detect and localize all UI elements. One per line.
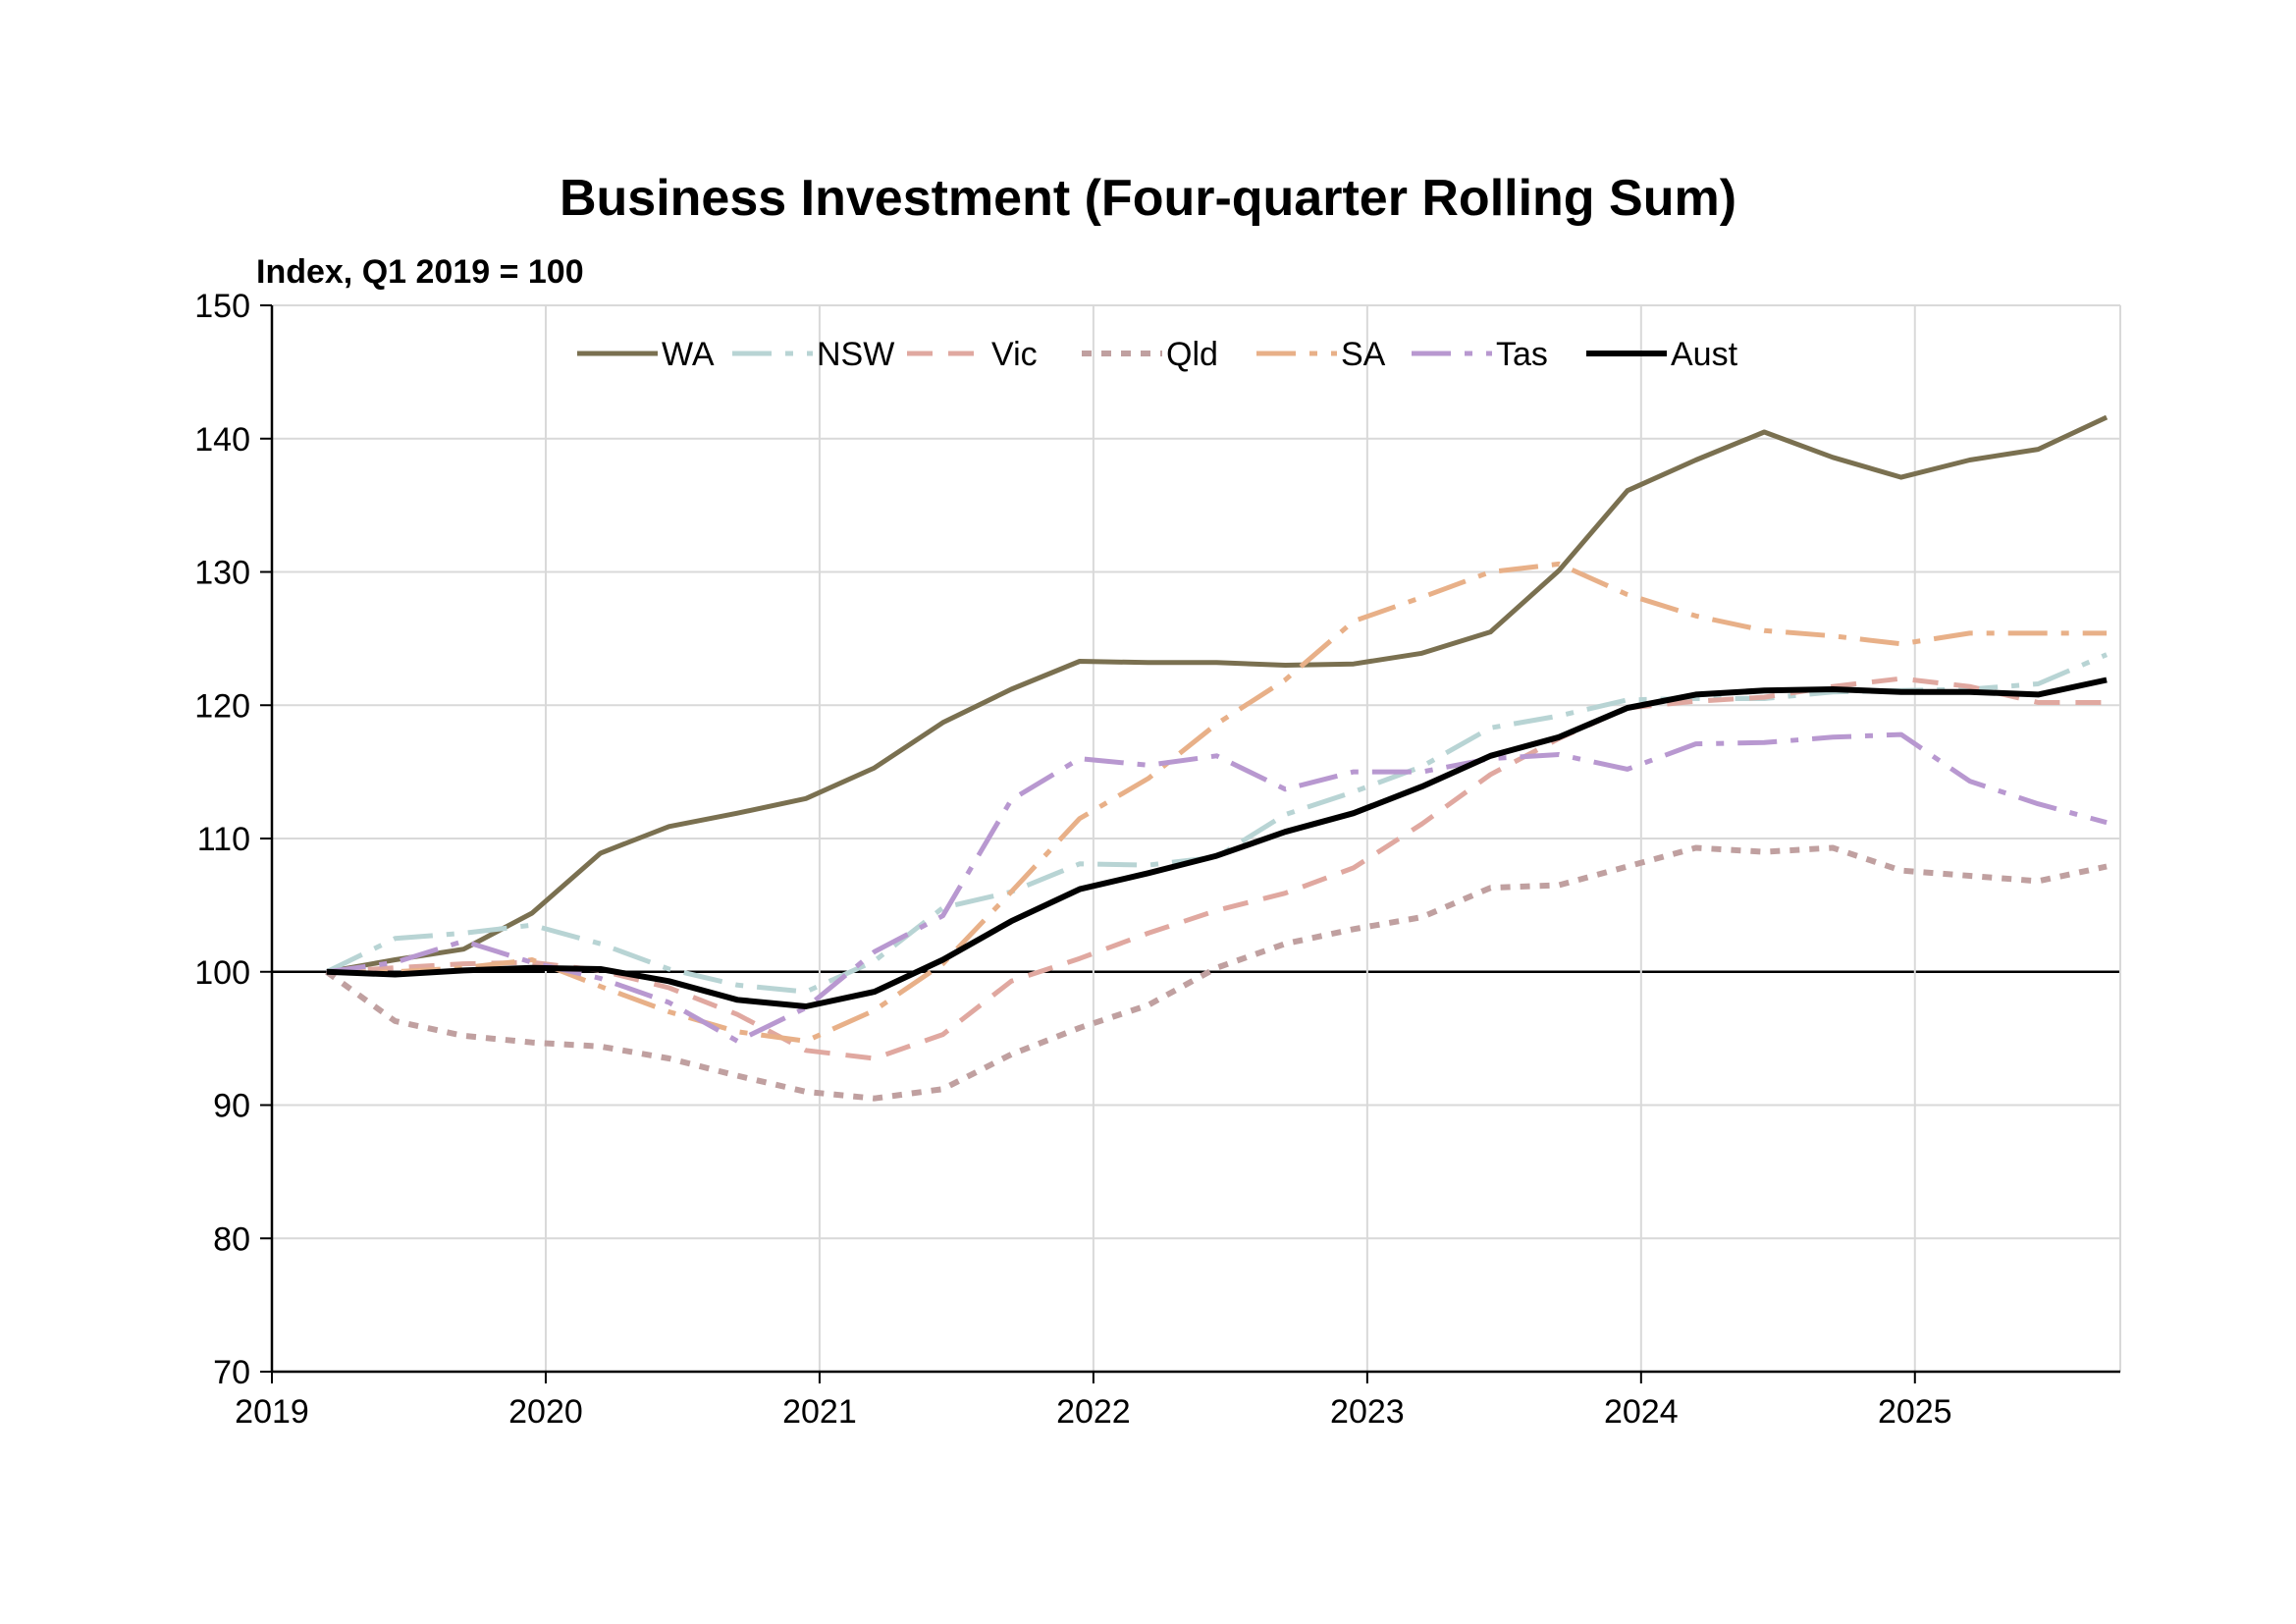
- x-tick-label: 2023: [1330, 1393, 1405, 1431]
- x-tick-label: 2025: [1878, 1393, 1952, 1431]
- legend: WA NSW Vic Qld SA Tas Aust: [577, 336, 1738, 373]
- y-tick-label: 130: [194, 555, 250, 592]
- axes: 70 80 90 100 110 120 130 140 150 2019 2020 2021 2022…: [194, 288, 2120, 1431]
- y-tick-label: 110: [197, 821, 250, 858]
- series-lines: [325, 414, 2109, 1102]
- legend-label-wa: WA: [662, 336, 715, 373]
- series-line-wa: [326, 414, 2109, 975]
- chart-title: Business Investment (Four-quarter Rollin…: [559, 170, 1737, 227]
- legend-label-vic: Vic: [991, 336, 1038, 373]
- y-tick-label: 120: [194, 687, 250, 725]
- series-line-tas: [326, 731, 2108, 1044]
- grid: [272, 304, 2121, 1372]
- x-tick-label: 2022: [1056, 1393, 1131, 1431]
- series-line-qld: [325, 844, 2108, 1102]
- legend-label-sa: SA: [1341, 336, 1386, 373]
- y-axis-unit-label: Index, Q1 2019 = 100: [256, 253, 584, 291]
- x-tick-label: 2021: [782, 1393, 857, 1431]
- series-line-nsw: [325, 652, 2109, 995]
- legend-label-qld: Qld: [1166, 336, 1218, 373]
- legend-label-nsw: NSW: [817, 336, 894, 373]
- legend-label-tas: Tas: [1496, 336, 1548, 373]
- y-tick-label: 150: [194, 288, 250, 325]
- x-tick-label: 2020: [508, 1393, 583, 1431]
- x-tick-label: 2019: [235, 1393, 309, 1431]
- y-tick-label: 140: [194, 421, 250, 459]
- legend-label-aust: Aust: [1671, 336, 1738, 373]
- y-tick-label: 80: [213, 1220, 250, 1258]
- y-tick-label: 90: [213, 1088, 250, 1125]
- y-tick-label: 70: [213, 1354, 250, 1391]
- x-tick-label: 2024: [1604, 1393, 1679, 1431]
- series-line-aust: [326, 677, 2108, 1009]
- y-tick-label: 100: [194, 954, 250, 992]
- series-line-sa: [326, 561, 2108, 1044]
